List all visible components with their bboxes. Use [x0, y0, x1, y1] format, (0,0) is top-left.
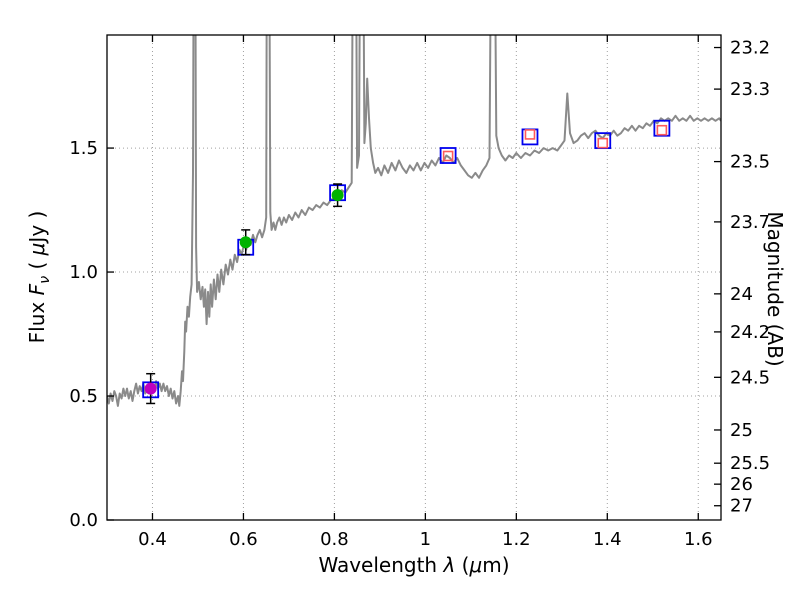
y-tick-label-right: 24.2	[730, 322, 770, 343]
x-tick-label: 0.8	[320, 529, 349, 550]
observed-photometry-optical	[144, 183, 344, 405]
axis-label-part: Flux	[25, 295, 49, 344]
axis-label-part: ν	[37, 275, 53, 284]
y-tick-label-right: 23.7	[730, 212, 770, 233]
y-tick-label-right: 24	[730, 284, 753, 305]
tick-labels: 0.4 0.6 0.8 1 1.2 1.4 1.6 0.0 0.5 1.0 1.5 23.2 23.3 2…	[69, 38, 770, 550]
observed-circle	[239, 236, 252, 249]
y-tick-label-right: 26	[730, 474, 753, 495]
x-tick-label: 1.4	[593, 529, 622, 550]
axis-label-part: Jy )	[25, 210, 49, 243]
y-tick-label-right: 25	[730, 420, 753, 441]
observed-circle	[144, 382, 157, 395]
y-tick-label-left: 0.0	[69, 510, 98, 531]
axis-label-part: (	[455, 553, 470, 577]
ticks	[107, 35, 721, 521]
axis-label-part: m)	[482, 553, 510, 577]
spectrum-group	[107, 35, 721, 407]
observed-circle	[331, 189, 344, 202]
x-tick-label: 0.6	[229, 529, 258, 550]
y-tick-label-left: 1.5	[69, 138, 98, 159]
observed-photometry-ir	[442, 124, 668, 162]
x-tick-label: 1.2	[502, 529, 531, 550]
x-tick-label: 0.4	[138, 529, 167, 550]
y-tick-label-left: 0.5	[69, 386, 98, 407]
observed-ir-square	[524, 129, 536, 140]
y-tick-label-right: 23.2	[730, 38, 770, 59]
y-tick-label-right: 27	[730, 496, 753, 517]
observed-ir-square	[597, 137, 609, 149]
observed-ir-square	[656, 124, 668, 136]
axis-label-part: Wavelength	[318, 553, 444, 577]
model-photometry-square	[439, 147, 457, 164]
spectrum-line	[107, 35, 721, 407]
model-photometry	[142, 119, 671, 399]
axis-label-part: (	[25, 255, 49, 276]
axis-label-part: λ	[443, 553, 456, 577]
axis-label-part: F	[25, 283, 49, 296]
axis-label-part: μ	[25, 242, 49, 256]
y-tick-label-right: 23.5	[730, 152, 770, 173]
y-axis-label-flux: Flux Fν ( μJy )	[24, 77, 53, 477]
observed-ir-square	[442, 150, 454, 162]
grid	[107, 35, 721, 520]
model-photometry-square	[653, 119, 671, 137]
x-tick-label: 1	[420, 529, 431, 550]
y-axis-label-magnitude: Magnitude (AB)	[763, 211, 787, 367]
y-tick-label-right: 24.5	[730, 367, 770, 388]
x-tick-label: 1.6	[684, 529, 713, 550]
y-tick-label-right: 23.3	[730, 79, 770, 100]
y-tick-label-left: 1.0	[69, 262, 98, 283]
x-axis-label: Wavelength λ (μm)	[107, 553, 721, 577]
axis-label-part: μ	[469, 553, 483, 577]
y-tick-label-right: 25.5	[730, 453, 770, 474]
plot-frame	[106, 34, 722, 521]
